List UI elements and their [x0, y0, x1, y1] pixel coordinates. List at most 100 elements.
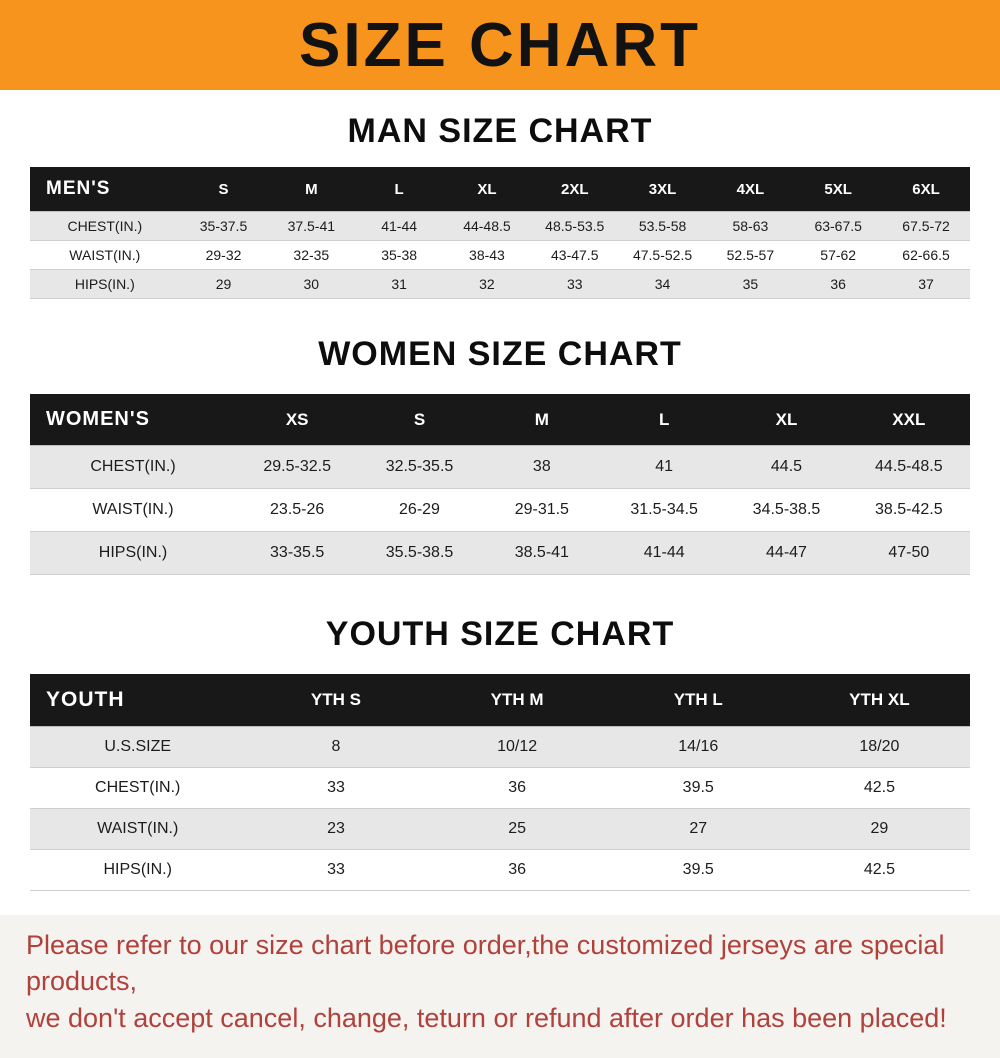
value-cell: 62-66.5 [902, 247, 950, 263]
value-cell: 42.5 [863, 861, 895, 878]
value-cell: 67.5-72 [902, 218, 950, 234]
value-cell: 32-35 [293, 247, 330, 263]
value-cell: 39.5 [682, 779, 714, 796]
row-label-cell: CHEST(IN.) [95, 779, 181, 796]
table-row: HIPS(IN.) 33 36 39.5 42.5 [30, 849, 970, 891]
header-row: YOUTH YTH S YTH M YTH L YTH XL [30, 674, 970, 727]
women-section-heading: WOMEN SIZE CHART [318, 335, 682, 373]
value-cell: 36 [508, 861, 526, 878]
table-row: WAIST(IN.) 23 25 27 29 [30, 808, 970, 850]
value-cell: 41 [655, 458, 674, 475]
row-label-cell: CHEST(IN.) [67, 218, 143, 234]
value-cell: 47.5-52.5 [632, 247, 693, 263]
value-cell: 34 [654, 276, 671, 292]
table-header: WOMEN'S XS S M L XL XXL [30, 394, 970, 446]
value-cell: 38 [532, 458, 551, 475]
header-row: MEN'S S M L XL 2XL 3XL 4XL 5XL 6XL [30, 167, 970, 212]
value-cell: 29 [870, 820, 889, 837]
value-cell: 48.5-53.5 [545, 218, 605, 234]
table-row: WAIST(IN.) 23.5-26 26-29 29-31.5 31.5-34.5 34… [30, 488, 970, 532]
value-cell: 29-31.5 [514, 501, 569, 518]
table-row: WAIST(IN.) 29-32 32-35 35-38 38-43 43-47.5 47.… [30, 240, 970, 270]
size-column-header: XL [443, 167, 531, 212]
value-cell: 31 [391, 276, 407, 292]
disclaimer-line-2: we don't accept cancel, change, teturn o… [26, 1002, 947, 1033]
size-column-header: YTH S [245, 674, 427, 727]
value-cell: 26-29 [399, 501, 440, 518]
value-cell: 32 [479, 276, 495, 292]
size-column-header: M [480, 394, 603, 446]
size-column-header: XXL [847, 394, 970, 446]
value-cell: 47-50 [888, 544, 930, 561]
table-title-cell: YOUTH [30, 674, 246, 727]
size-column-header: L [355, 167, 444, 212]
man-size-section: MAN SIZE CHART MEN'S S M L XL 2XL 3XL 4XL 5XL 6XL… [0, 112, 1000, 299]
size-column-header: XL [725, 394, 848, 446]
value-cell: 30 [303, 276, 320, 292]
value-cell: 63-67.5 [814, 218, 862, 234]
value-cell: 32.5-35.5 [385, 458, 454, 475]
value-cell: 35.5-38.5 [385, 544, 454, 561]
content: MAN SIZE CHART MEN'S S M L XL 2XL 3XL 4XL 5XL 6XL… [0, 112, 1000, 891]
women-size-table: WOMEN'S XS S M L XL XXL CHEST(IN.) 29.5-32.5 32.5… [30, 394, 970, 575]
value-cell: 31.5-34.5 [630, 501, 698, 518]
size-column-header: XS [236, 394, 359, 446]
table-body: CHEST(IN.) 29.5-32.5 32.5-35.5 38 41 44.5 44.5… [30, 445, 970, 575]
header-row: WOMEN'S XS S M L XL XXL [30, 394, 970, 446]
value-cell: 25 [508, 820, 526, 837]
size-column-header: 6XL [882, 167, 970, 212]
table-row: CHEST(IN.) 35-37.5 37.5-41 41-44 44-48.5 48.5… [30, 211, 970, 241]
row-label-cell: HIPS(IN.) [98, 544, 168, 561]
value-cell: 27 [689, 820, 708, 837]
value-cell: 58-63 [732, 218, 769, 234]
table-title-cell: MEN'S [30, 167, 180, 212]
women-size-section: WOMEN SIZE CHART WOMEN'S XS S M L XL XXL CHEST(… [0, 335, 1000, 575]
table-body: CHEST(IN.) 35-37.5 37.5-41 41-44 44-48.5 48.5… [30, 211, 970, 299]
value-cell: 35-38 [381, 247, 418, 263]
size-column-header: 4XL [706, 167, 795, 212]
page-title: SIZE CHART [299, 10, 701, 80]
size-column-header: 5XL [794, 167, 883, 212]
table-row: CHEST(IN.) 33 36 39.5 42.5 [30, 767, 970, 809]
value-cell: 53.5-58 [638, 218, 687, 234]
banner: SIZE CHART [0, 0, 1000, 90]
value-cell: 18/20 [859, 738, 900, 755]
value-cell: 38-43 [469, 247, 505, 263]
size-column-header: L [602, 394, 726, 446]
value-cell: 38.5-42.5 [875, 501, 943, 518]
value-cell: 23.5-26 [270, 501, 325, 518]
size-column-header: YTH XL [788, 674, 970, 727]
value-cell: 34.5-38.5 [752, 501, 821, 518]
value-cell: 42.5 [863, 779, 895, 796]
disclaimer: Please refer to our size chart before or… [0, 915, 1000, 1058]
youth-section-heading: YOUTH SIZE CHART [325, 615, 675, 653]
row-label-cell: HIPS(IN.) [74, 276, 135, 292]
value-cell: 57-62 [820, 247, 857, 263]
value-cell: 29.5-32.5 [263, 458, 331, 475]
table-row: U.S.SIZE 8 10/12 14/16 18/20 [30, 726, 970, 768]
size-column-header: S [358, 394, 481, 446]
man-size-table: MEN'S S M L XL 2XL 3XL 4XL 5XL 6XL CHEST(IN.) 35-37… [30, 167, 970, 299]
value-cell: 33 [327, 779, 345, 796]
value-cell: 36 [830, 276, 846, 292]
value-cell: 52.5-57 [726, 247, 775, 263]
value-cell: 44-47 [766, 544, 807, 561]
man-section-heading: MAN SIZE CHART [347, 112, 653, 150]
row-label-cell: WAIST(IN.) [97, 820, 179, 837]
value-cell: 44.5 [770, 458, 803, 475]
value-cell: 43-47.5 [551, 247, 599, 263]
size-column-header: 2XL [530, 167, 619, 212]
value-cell: 33 [327, 861, 345, 878]
value-cell: 41-44 [381, 218, 418, 234]
size-column-header: YTH M [426, 674, 608, 727]
table-header: MEN'S S M L XL 2XL 3XL 4XL 5XL 6XL [30, 167, 970, 212]
value-cell: 37 [918, 276, 934, 292]
table-row: CHEST(IN.) 29.5-32.5 32.5-35.5 38 41 44.5 44.5… [30, 445, 970, 489]
value-cell: 29-32 [205, 247, 242, 263]
row-label-cell: HIPS(IN.) [103, 861, 172, 878]
youth-size-table: YOUTH YTH S YTH M YTH L YTH XL U.S.SIZE 8 10/12… [30, 674, 970, 891]
value-cell: 33-35.5 [270, 544, 325, 561]
value-cell: 33 [566, 276, 583, 292]
row-label-cell: WAIST(IN.) [92, 501, 174, 518]
